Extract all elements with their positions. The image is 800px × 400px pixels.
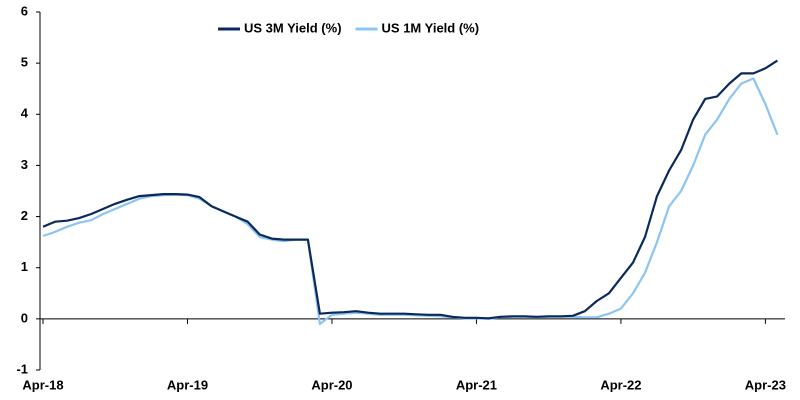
y-tick-label: 6 [21, 3, 28, 18]
y-tick-label: -1 [16, 361, 28, 376]
y-tick-label: 3 [21, 157, 28, 172]
y-tick-label: 5 [21, 55, 28, 70]
y-tick-label: 4 [21, 106, 29, 121]
x-tick-label: Apr-21 [456, 377, 497, 392]
legend-label: US 1M Yield (%) [382, 20, 480, 35]
x-tick-label: Apr-23 [745, 377, 786, 392]
x-tick-label: Apr-19 [167, 377, 208, 392]
x-tick-label: Apr-18 [22, 377, 63, 392]
x-tick-label: Apr-22 [600, 377, 641, 392]
y-tick-label: 1 [21, 259, 28, 274]
series-line [42, 59, 778, 320]
y-tick-label: 0 [21, 310, 28, 325]
y-tick-label: 2 [21, 208, 28, 223]
legend-label: US 3M Yield (%) [244, 20, 342, 35]
x-tick-label: Apr-20 [311, 377, 352, 392]
series-line [42, 77, 779, 326]
